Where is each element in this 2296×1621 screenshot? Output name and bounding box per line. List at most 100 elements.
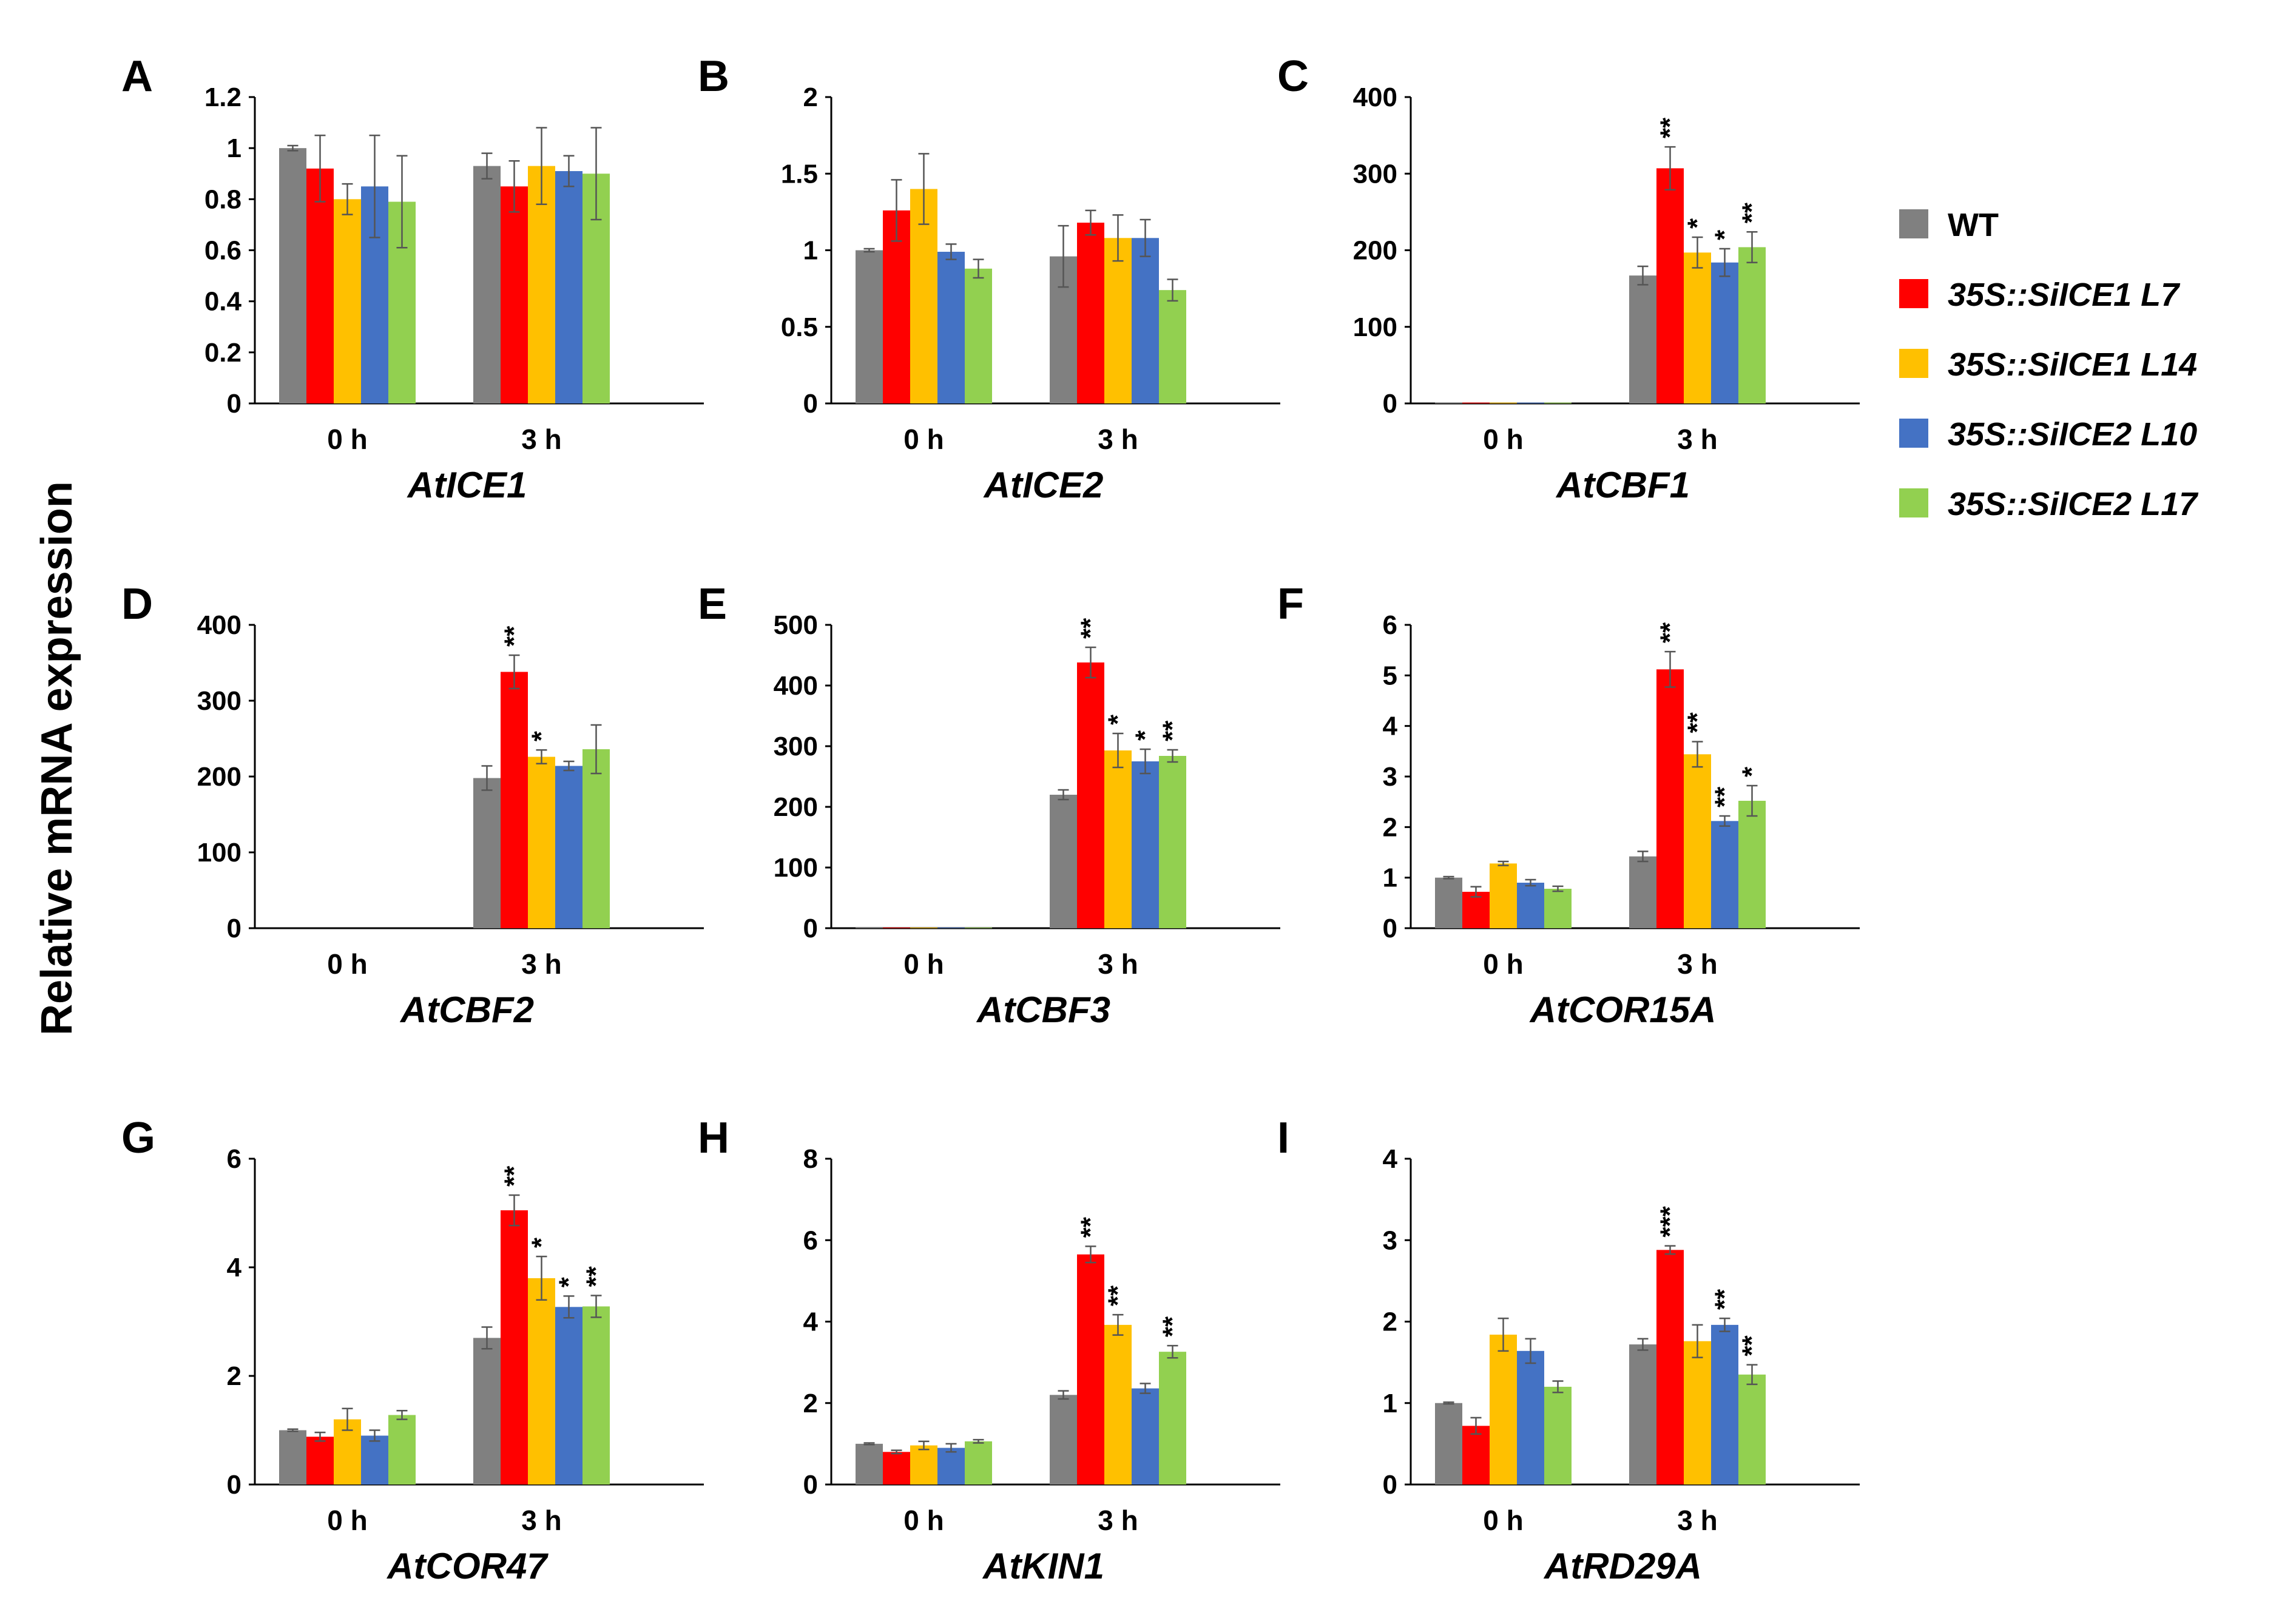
gene-title: AtCOR15A	[1529, 989, 1717, 1030]
bar	[883, 1452, 910, 1485]
gene-title: AtCBF3	[976, 989, 1110, 1030]
bar	[582, 1306, 610, 1485]
legend-swatch	[1899, 488, 1928, 517]
bar	[1629, 275, 1656, 403]
y-tick-label: 5	[1383, 661, 1397, 690]
bar	[910, 1445, 937, 1485]
bar	[1462, 892, 1490, 928]
y-tick-label: 0	[803, 914, 818, 943]
y-tick-label: 0.6	[204, 236, 241, 266]
bar	[555, 766, 582, 928]
bar	[1490, 1334, 1517, 1485]
y-axis-label: Relative mRNA expression	[33, 481, 81, 1036]
y-tick-label: 0.8	[204, 184, 241, 214]
panel-a: A 0 0.2 0.4 0.6 0.8 1 1.2 0 h 3 h AtICE1	[121, 52, 704, 505]
bar	[1738, 1374, 1766, 1485]
y-tick-label: 400	[197, 610, 241, 640]
panel-letter: I	[1277, 1114, 1289, 1162]
panel-b: B 0 0.5 1 1.5 2 0 h 3 h AtICE2	[698, 52, 1280, 505]
significance-marker: **	[1076, 618, 1106, 639]
y-tick-label: 1.5	[781, 159, 818, 189]
bar	[555, 1307, 582, 1485]
panels: A 0 0.2 0.4 0.6 0.8 1 1.2 0 h 3 h AtICE1 B 0 0.5 1 1.5 2…	[121, 52, 1860, 1586]
y-tick-label: 4	[803, 1307, 819, 1337]
bar	[334, 199, 361, 403]
bar	[279, 148, 306, 403]
significance-marker: *	[1103, 714, 1133, 725]
legend-item-l17: 35S::SiICE2 L17	[1899, 486, 2199, 522]
bar	[555, 171, 582, 403]
y-tick-label: 2	[803, 83, 818, 112]
y-tick-label: 100	[774, 853, 818, 883]
legend-item-l10: 35S::SiICE2 L10	[1899, 416, 2197, 453]
bar	[937, 252, 965, 403]
bar	[1462, 1426, 1490, 1485]
gene-title: AtICE2	[983, 465, 1104, 505]
bar	[528, 757, 555, 928]
category-label: 3 h	[1677, 423, 1717, 455]
bar	[1050, 1395, 1077, 1485]
legend-swatch	[1899, 349, 1928, 378]
significance-stars: **	[499, 625, 529, 647]
category-label: 0 h	[903, 1505, 944, 1536]
bar	[1159, 1352, 1186, 1485]
category-label: 0 h	[1483, 948, 1523, 980]
category-label: 3 h	[521, 948, 561, 980]
significance-stars: **	[1158, 1316, 1187, 1337]
significance-stars: **	[1076, 618, 1106, 639]
bar	[1132, 1388, 1159, 1485]
y-tick-label: 1	[1383, 863, 1397, 893]
significance-marker: **	[499, 625, 529, 647]
significance-stars: **	[1710, 786, 1740, 807]
significance-marker: **	[1683, 712, 1712, 733]
significance-marker: **	[499, 1165, 529, 1187]
y-tick-label: 200	[197, 762, 241, 792]
significance-stars: **	[1710, 1289, 1740, 1310]
y-tick-label: 6	[803, 1225, 818, 1255]
significance-marker: ***	[1655, 1205, 1685, 1237]
panel-letter: B	[698, 52, 729, 101]
significance-marker: **	[1103, 1285, 1133, 1306]
bar	[528, 1278, 555, 1485]
y-tick-label: 300	[774, 732, 818, 761]
legend-item-l14: 35S::SiICE1 L14	[1899, 346, 2197, 383]
y-tick-label: 0.5	[781, 312, 818, 342]
panel-letter: H	[698, 1114, 729, 1162]
gene-title: AtCOR47	[386, 1546, 549, 1586]
significance-stars: **	[1683, 712, 1712, 733]
bar	[1435, 1403, 1462, 1485]
legend-label: WT	[1948, 207, 1999, 243]
significance-marker: **	[1710, 786, 1740, 807]
gene-title: AtCBF2	[399, 989, 534, 1030]
significance-stars: *	[1103, 714, 1133, 725]
y-tick-label: 1	[803, 236, 818, 266]
y-tick-label: 2	[1383, 812, 1397, 842]
y-tick-label: 0	[803, 1470, 818, 1500]
panel-letter: D	[121, 580, 153, 629]
y-tick-label: 0.4	[204, 287, 242, 317]
legend-label: 35S::SiICE2 L10	[1948, 416, 2197, 453]
bar	[1544, 1386, 1572, 1485]
y-tick-label: 1	[1383, 1389, 1397, 1418]
y-tick-label: 4	[227, 1253, 242, 1282]
significance-marker: *	[527, 1237, 556, 1248]
category-label: 0 h	[327, 423, 367, 455]
bar	[582, 749, 610, 928]
significance-marker: **	[1655, 622, 1685, 643]
significance-stars: *	[1737, 766, 1767, 777]
bar	[473, 166, 501, 403]
y-tick-label: 400	[774, 671, 818, 701]
significance-stars: **	[1076, 1216, 1106, 1238]
significance-marker: *	[1130, 730, 1160, 741]
category-label: 3 h	[1098, 1505, 1138, 1536]
bar	[1077, 1254, 1104, 1485]
significance-marker: **	[1158, 1316, 1187, 1337]
category-label: 0 h	[903, 423, 944, 455]
significance-marker: *	[554, 1276, 584, 1287]
y-tick-label: 4	[1383, 1144, 1398, 1174]
